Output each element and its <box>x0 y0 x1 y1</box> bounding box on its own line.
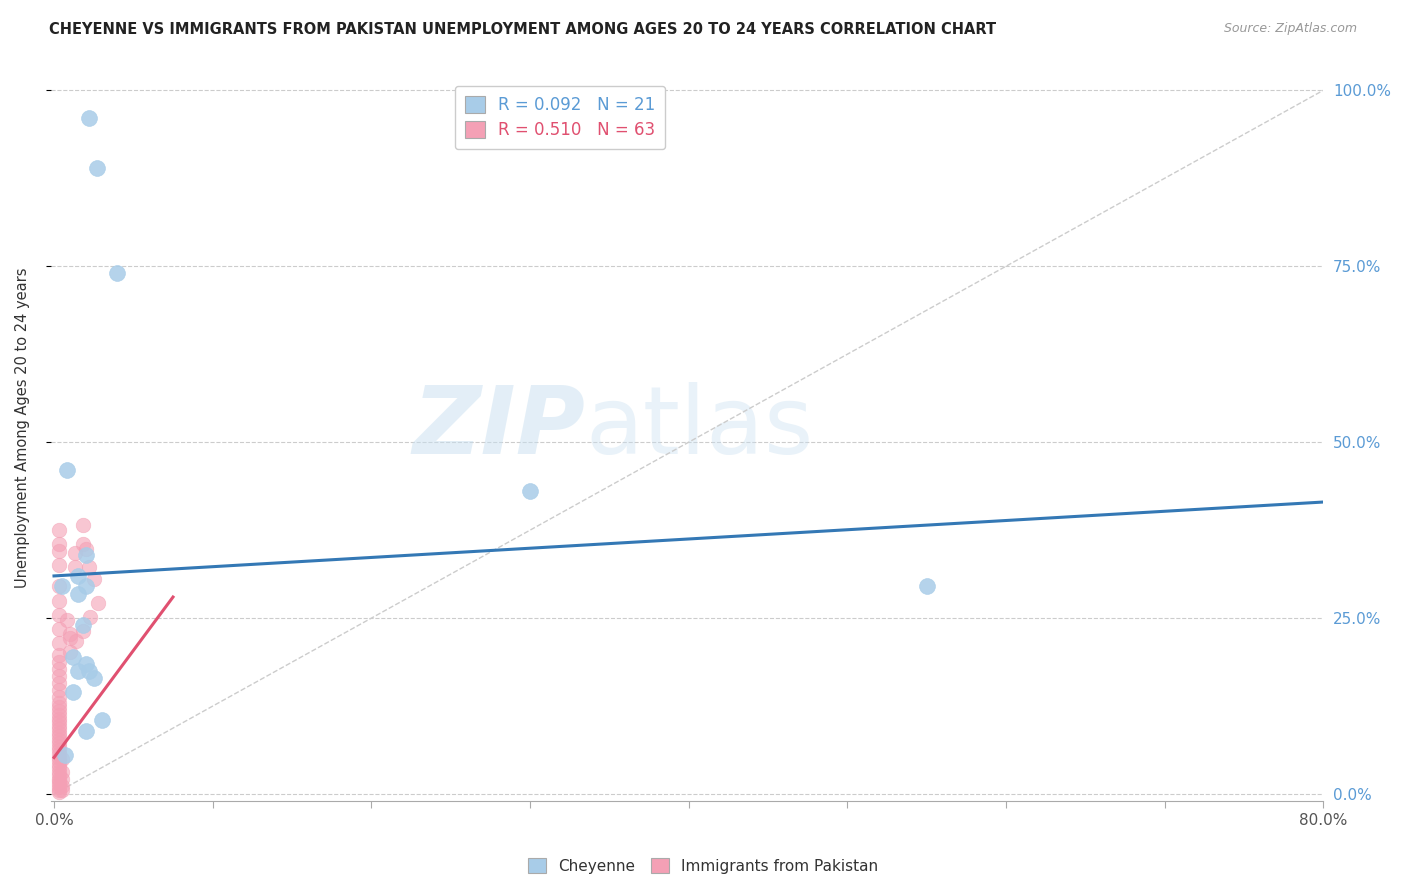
Y-axis label: Unemployment Among Ages 20 to 24 years: Unemployment Among Ages 20 to 24 years <box>15 268 30 589</box>
Point <box>62 649 84 664</box>
Point <box>75 542 97 557</box>
Point <box>48 736 70 750</box>
Point <box>72 518 94 533</box>
Point <box>51 752 73 766</box>
Text: Source: ZipAtlas.com: Source: ZipAtlas.com <box>1223 22 1357 36</box>
Point <box>48 593 70 607</box>
Point <box>66 664 89 678</box>
Point <box>75 548 97 562</box>
Point <box>75 723 97 738</box>
Point <box>51 779 73 793</box>
Point <box>55 463 77 477</box>
Point <box>48 699 70 714</box>
Point <box>48 696 70 710</box>
Point <box>48 648 70 662</box>
Point <box>62 685 84 699</box>
Point <box>48 764 70 779</box>
Point <box>48 783 70 797</box>
Point <box>48 726 70 740</box>
Point <box>48 757 70 772</box>
Text: atlas: atlas <box>585 382 814 475</box>
Point <box>72 624 94 638</box>
Point <box>48 704 70 718</box>
Point <box>51 579 73 593</box>
Point <box>519 484 541 499</box>
Point <box>48 723 70 737</box>
Point <box>77 112 100 126</box>
Point <box>79 609 101 624</box>
Point <box>72 537 94 551</box>
Point <box>48 636 70 650</box>
Point <box>48 715 70 730</box>
Point <box>59 626 82 640</box>
Point <box>48 719 70 733</box>
Point <box>48 537 70 551</box>
Point <box>48 750 70 764</box>
Point <box>48 777 70 791</box>
Point <box>48 730 70 744</box>
Point <box>107 266 129 280</box>
Point <box>59 645 82 659</box>
Text: ZIP: ZIP <box>412 382 585 475</box>
Point <box>48 622 70 636</box>
Point <box>77 560 100 574</box>
Point <box>63 546 86 560</box>
Point <box>48 690 70 704</box>
Point <box>48 754 70 768</box>
Point <box>86 161 108 175</box>
Point <box>48 774 70 789</box>
Point <box>48 579 70 593</box>
Point <box>75 579 97 593</box>
Point <box>48 662 70 676</box>
Point <box>48 655 70 669</box>
Text: CHEYENNE VS IMMIGRANTS FROM PAKISTAN UNEMPLOYMENT AMONG AGES 20 TO 24 YEARS CORR: CHEYENNE VS IMMIGRANTS FROM PAKISTAN UNE… <box>49 22 997 37</box>
Point <box>48 747 70 761</box>
Point <box>66 586 89 600</box>
Point <box>83 671 105 685</box>
Point <box>48 772 70 786</box>
Point <box>48 669 70 683</box>
Point <box>48 732 70 747</box>
Point <box>915 579 938 593</box>
Point <box>51 772 73 786</box>
Point <box>51 764 73 779</box>
Point <box>48 607 70 622</box>
Point <box>87 596 110 610</box>
Point <box>48 768 70 782</box>
Point <box>48 743 70 757</box>
Point <box>83 573 105 587</box>
Point <box>65 633 87 648</box>
Point <box>55 613 77 627</box>
Point <box>48 780 70 794</box>
Point <box>48 676 70 690</box>
Point <box>53 748 76 763</box>
Point <box>48 544 70 558</box>
Point <box>48 523 70 537</box>
Point <box>75 657 97 671</box>
Point <box>48 708 70 723</box>
Point <box>48 558 70 573</box>
Legend: R = 0.092   N = 21, R = 0.510   N = 63: R = 0.092 N = 21, R = 0.510 N = 63 <box>454 86 665 149</box>
Point <box>63 560 86 574</box>
Legend: Cheyenne, Immigrants from Pakistan: Cheyenne, Immigrants from Pakistan <box>522 852 884 880</box>
Point <box>48 712 70 726</box>
Point <box>48 739 70 754</box>
Point <box>48 761 70 775</box>
Point <box>72 618 94 632</box>
Point <box>66 569 89 583</box>
Point <box>90 713 112 727</box>
Point <box>48 785 70 799</box>
Point <box>59 631 82 645</box>
Point <box>77 664 100 678</box>
Point <box>51 783 73 797</box>
Point <box>48 682 70 697</box>
